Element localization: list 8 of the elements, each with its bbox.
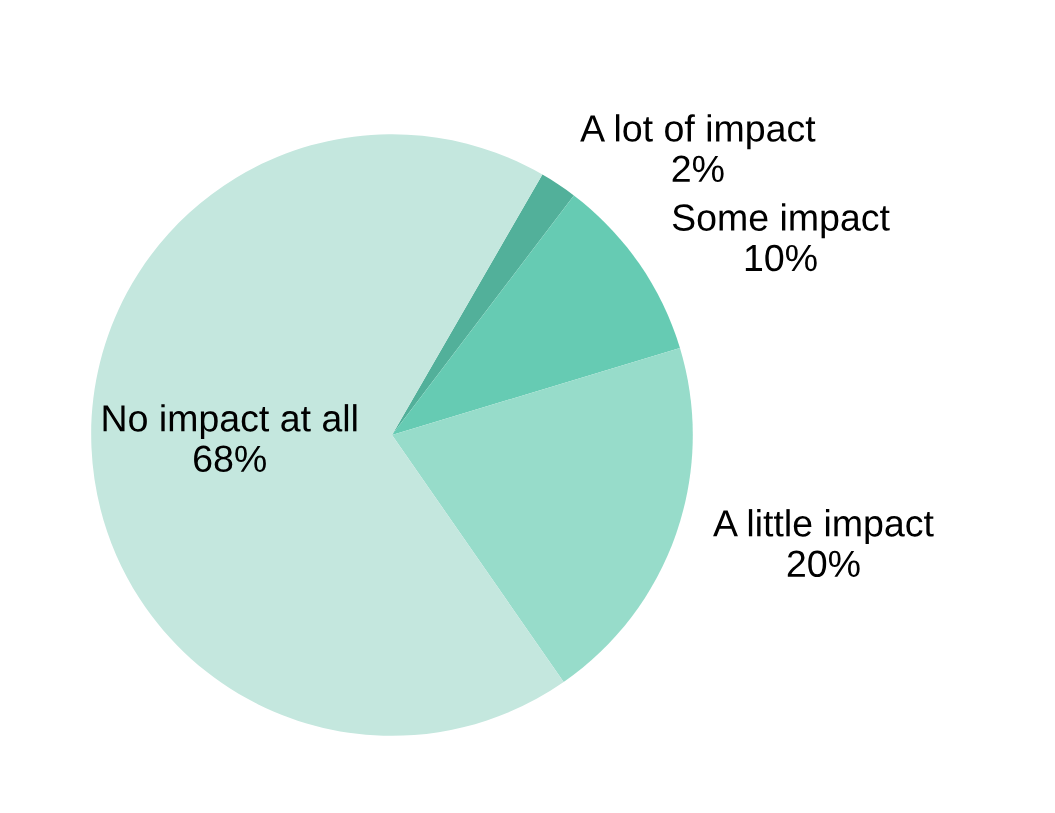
data-label: 68% [194, 445, 266, 473]
slice-label: No impact at all [103, 404, 357, 440]
slice-label: A lot of impact [580, 114, 816, 150]
data-label: 20% [787, 550, 860, 578]
slice-label: A little impact [713, 509, 934, 545]
data-label: 2% [672, 155, 724, 182]
slice-label: Some impact [672, 203, 890, 239]
data-label: 10% [745, 244, 817, 272]
